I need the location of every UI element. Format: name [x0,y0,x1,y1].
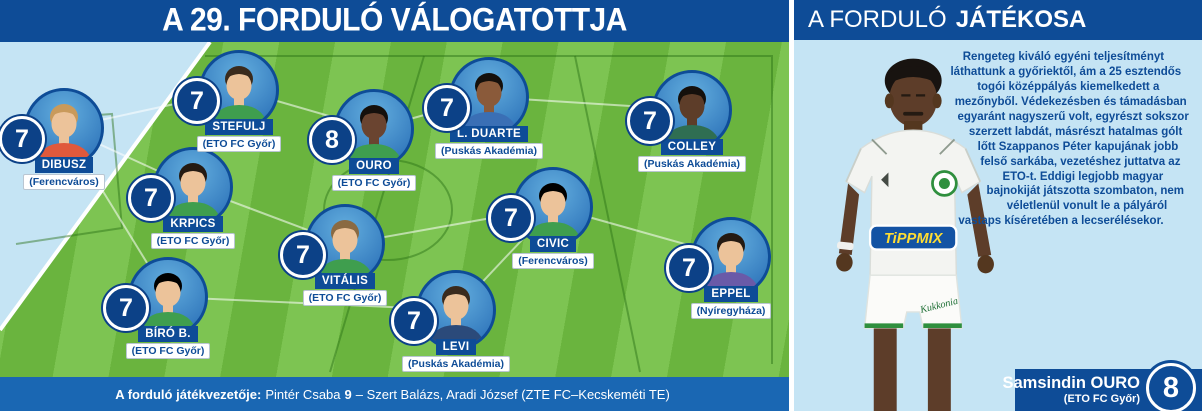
article-text: Rengeteg kiváló egyéni teljesítményt lát… [950,51,1189,228]
player-club: (ETO FC Győr) [196,136,282,152]
player-name: COLLEY [660,139,724,155]
player-card-ouro: 8 OURO (ETO FC Győr) [309,89,439,191]
player-rating: 7 [488,195,534,241]
right-panel: TiPPMIX Kukkonia Rengeteg kiváló egyéni … [794,0,1202,411]
player-name: VITÁLIS [314,273,376,289]
player-card-krpics: 7 KRPICS (ETO FC Győr) [128,147,258,249]
right-title-regular: A FORDULÓ [808,6,947,33]
player-card-levi: 7 LEVI (Puskás Akadémia) [391,270,521,372]
player-club: (ETO FC Győr) [150,233,236,249]
player-club: (Ferencváros) [512,253,594,269]
player-name: L. DUARTE [449,126,529,142]
player-card-eppel: 7 EPPEL (Nyíregyháza) [666,217,796,319]
left-panel: A 29. FORDULÓ VÁLOGATOTTJA 7 DIBUSZ (Feren… [0,0,789,411]
player-of-round-photo: TiPPMIX Kukkonia [836,58,994,411]
player-club: (ETO FC Győr) [331,175,417,191]
player-club: (Puskás Akadémia) [435,143,543,159]
player-rating: 7 [103,285,149,331]
left-header-bar: A 29. FORDULÓ VÁLOGATOTTJA [0,0,789,42]
player-name: DIBUSZ [34,157,94,173]
player-of-round-name-bar: Samsindin OURO (ETO FC Győr) 8 [1002,363,1202,411]
player-club: (Puskás Akadémia) [638,156,746,172]
player-club: (ETO FC Győr) [302,290,388,306]
panel-divider [789,0,794,411]
player-rating: 7 [424,85,470,131]
player-of-round-rating: 8 [1146,363,1196,411]
player-card-vitalis: 7 VITÁLIS (ETO FC Győr) [280,204,410,306]
player-name: KRPICS [163,216,223,232]
player-card-stefulj: 7 STEFULJ (ETO FC Győr) [174,50,304,152]
player-of-round-club: (ETO FC Győr) [1063,392,1140,405]
player-name: OURO [349,158,399,174]
player-card-colley: 7 COLLEY (Puskás Akadémia) [627,70,757,172]
player-rating: 8 [309,117,355,163]
player-name: BÍRÓ B. [138,326,198,342]
player-rating: 7 [391,298,437,344]
player-name: CIVIC [529,236,577,252]
player-avatar [128,257,208,337]
player-club: (Nyíregyháza) [690,303,772,319]
player-rating: 7 [627,98,673,144]
left-panel-title: A 29. FORDULÓ VÁLOGATOTTJA [162,2,627,39]
jersey-sponsor-text: TiPPMIX [884,231,944,247]
referee-label: A forduló játékvezetője: [115,386,262,402]
player-of-round-name: Samsindin OURO [1002,374,1140,393]
players-layer: 7 DIBUSZ (Ferencváros) 7 STEFULJ (ETO FC Győr… [0,50,772,372]
player-rating: 7 [666,245,712,291]
player-rating: 7 [280,232,326,278]
player-club: (Ferencváros) [23,174,105,190]
player-rating: 7 [0,116,45,162]
player-rating: 7 [128,175,174,221]
player-card-civic: 7 CIVIC (Ferencváros) [488,167,618,269]
player-name: LEVI [435,339,477,355]
player-club: (Puskás Akadémia) [402,356,510,372]
referee-assistants: – Szert Balázs, Aradi József (ZTE FC–Kec… [355,386,670,402]
player-card-biro-b: 7 BÍRÓ B. (ETO FC Győr) [103,257,233,359]
referee-name: Pintér Csaba [265,386,341,402]
referee-rating: 9 [344,386,352,402]
player-name: EPPEL [704,286,758,302]
player-club: (ETO FC Győr) [125,343,211,359]
player-card-l-duarte: 7 L. DUARTE (Puskás Akadémia) [424,57,554,159]
player-rating: 7 [174,78,220,124]
right-title-bold: JÁTÉKOSA [955,6,1087,33]
right-header-bar: A FORDULÓ JÁTÉKOSA [794,0,1202,40]
player-of-round-article: Rengeteg kiváló egyéni teljesítményt lát… [932,50,1190,229]
player-card-dibusz: 7 DIBUSZ (Ferencváros) [0,88,129,190]
player-name: STEFULJ [205,119,273,135]
referee-footer-bar: A forduló játékvezetője: Pintér Csaba 9 … [0,377,789,411]
